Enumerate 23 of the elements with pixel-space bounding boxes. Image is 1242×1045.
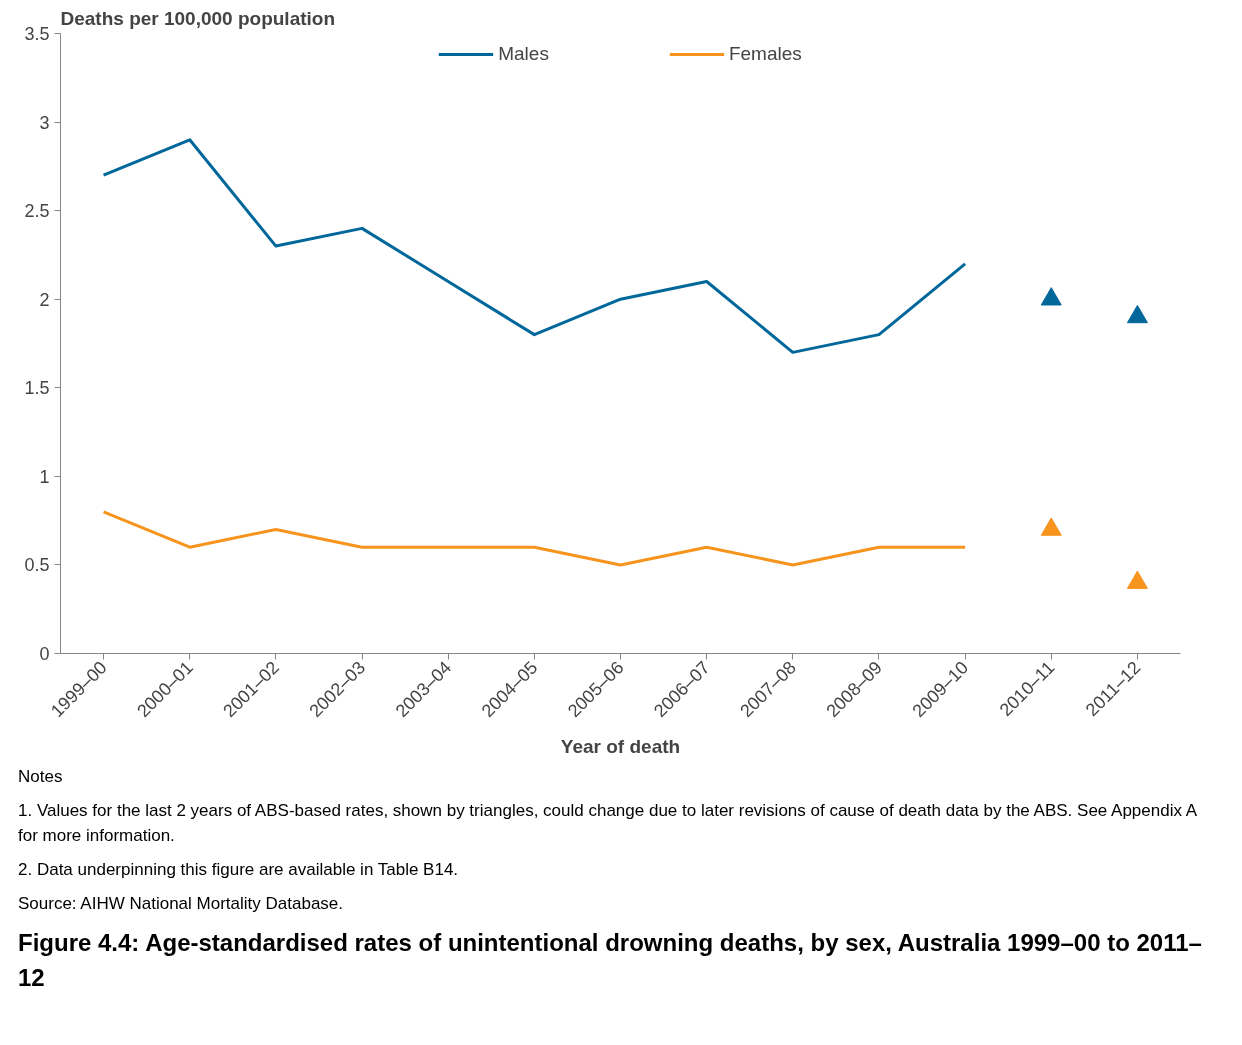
point	[1126, 570, 1148, 589]
x-axis-title: Year of death	[560, 736, 681, 758]
text: 2. Data underpinning this figure are available in Table B14.	[18, 858, 459, 881]
text: Figure 4.4: Age-standardised rates of unintentional drowning deaths, by sex, Australia 1999–00 to 2011–12	[18, 928, 1203, 993]
y-tick-label: 0.5	[24, 555, 50, 576]
point	[1126, 304, 1148, 324]
source-note: Source: AIHW National Mortality Database.	[18, 893, 344, 916]
y-tick-label: 0	[39, 644, 50, 664]
y-tick-label: 1.5	[24, 378, 50, 399]
text: Notes	[18, 766, 63, 788]
point	[1040, 517, 1062, 536]
legend-label: Females	[728, 43, 802, 65]
line-series	[102, 510, 967, 567]
line-series	[102, 138, 967, 354]
y-tick-label: 2	[39, 289, 50, 310]
y-tick-label: 3.5	[24, 24, 50, 44]
y-axis-title: Deaths per 100,000 population	[60, 7, 336, 29]
legend-label: Males	[498, 43, 549, 65]
text: 1. Values for the last 2 years of ABS-based rates, shown by triangles, could change due to later revisions of cause of death data by the ABS. See Appendix A for more information.	[18, 800, 1198, 847]
y-tick-label: 3	[39, 112, 50, 133]
y-tick-label: 1	[39, 466, 50, 487]
point	[1040, 287, 1062, 306]
y-tick-label: 2.5	[24, 201, 50, 222]
